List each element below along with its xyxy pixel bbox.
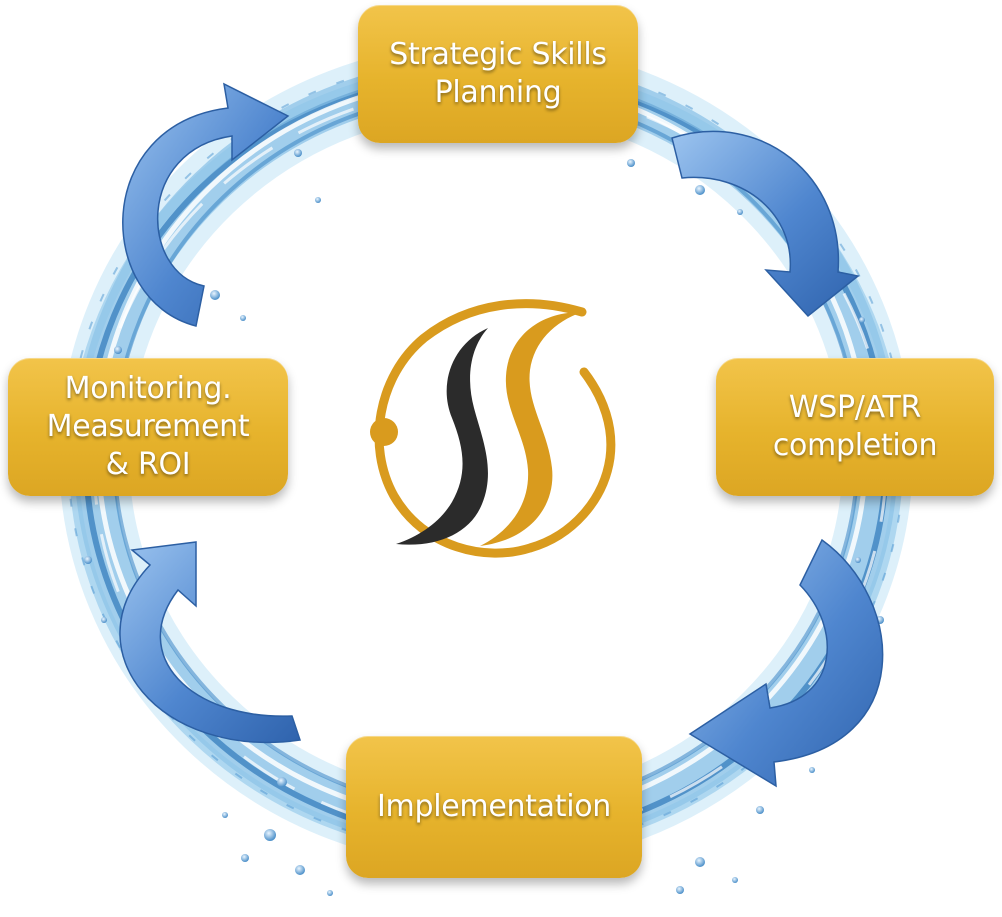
logo-dot [370,418,398,446]
step-label: Strategic Skills Planning [389,37,607,110]
step-label: Monitoring. Measurement & ROI [46,371,250,482]
curved-arrow-icon [122,82,290,327]
curved-arrow-icon [119,541,301,744]
step-box-monitoring-measurement-roi: Monitoring. Measurement & ROI [8,358,288,496]
step-box-strategic-skills-planning: Strategic Skills Planning [358,5,638,143]
logo-gold-ring [374,299,616,558]
curved-arrow-icon [688,538,884,788]
curved-arrow-icon [671,130,860,318]
step-box-wsp-atr-completion: WSP/ATR completion [716,358,994,496]
logo-gold-s [480,312,582,546]
logo-mark [370,299,616,558]
step-label: Implementation [376,789,611,824]
arrow-wsp-to-implementation [688,538,884,788]
step-box-implementation: Implementation [346,736,642,878]
arrow-strategic-to-wsp [671,130,860,318]
step-label: WSP/ATR completion [772,390,938,463]
logo-dark-s [396,328,488,545]
arrow-implementation-to-monitoring [119,541,301,744]
arrow-monitoring-to-strategic [122,82,290,327]
